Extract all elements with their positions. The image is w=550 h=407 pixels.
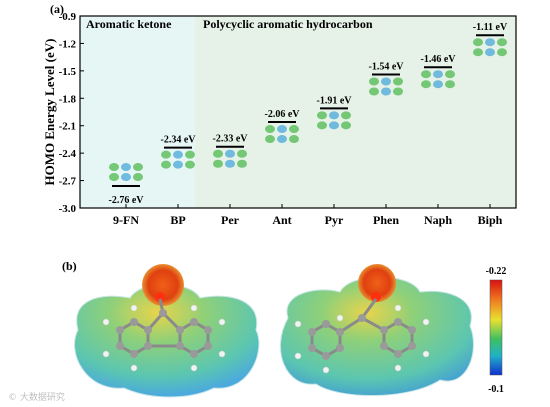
y-tick-label: -2.7 xyxy=(59,176,77,188)
panel-b: (b) xyxy=(8,259,506,403)
homo-orbital xyxy=(161,150,195,169)
y-tick-label: -1.2 xyxy=(59,38,77,50)
energy-level-Biph: -1.11 eV xyxy=(473,22,508,57)
oxygen-esp-region-2 xyxy=(358,264,396,302)
homo-orbital xyxy=(317,111,351,130)
x-tick-label: Ant xyxy=(272,213,291,227)
energy-level-Per: -2.33 eV xyxy=(213,134,249,168)
region-label-pah: Polycyclic aromatic hydrocarbon xyxy=(203,17,373,31)
watermark: © 大数据研究 xyxy=(8,391,65,403)
energy-level-BP: -2.34 eV xyxy=(161,135,197,169)
x-tick-label: BP xyxy=(170,213,185,227)
x-tick-label: 9-FN xyxy=(113,213,139,227)
energy-label: -2.06 eV xyxy=(265,109,301,120)
homo-orbital xyxy=(369,77,403,96)
y-tick-label: -3.0 xyxy=(59,203,77,215)
esp-map-fluorenone xyxy=(74,264,260,398)
pah-region xyxy=(195,16,516,208)
y-tick-label: -2.1 xyxy=(59,121,76,133)
energy-label: -1.54 eV xyxy=(369,62,405,73)
energy-label: -1.11 eV xyxy=(473,22,508,33)
homo-orbital xyxy=(109,163,143,182)
panel-b-label: (b) xyxy=(62,259,77,273)
energy-label: -2.76 eV xyxy=(109,195,145,206)
x-tick-label: Phen xyxy=(373,213,399,227)
x-tick-label: Pyr xyxy=(325,213,344,227)
y-tick-label: -0.9 xyxy=(59,11,77,23)
energy-label: -1.91 eV xyxy=(317,95,353,106)
energy-level-Naph: -1.46 eV xyxy=(421,54,457,89)
colorbar-max-label: -0.22 xyxy=(486,266,507,277)
y-tick-label: -2.4 xyxy=(59,148,77,160)
colorbar: -0.22 -0.1 xyxy=(486,266,507,395)
energy-label: -2.34 eV xyxy=(161,135,197,146)
x-axis: 9-FN BP Per Ant Pyr Phen Naph Biph xyxy=(113,204,503,227)
colorbar-min-label: -0.1 xyxy=(488,384,504,395)
y-axis-label: HOMO Energy Level (eV) xyxy=(42,39,57,186)
x-tick-label: Naph xyxy=(424,213,452,227)
x-tick-label: Per xyxy=(221,213,240,227)
energy-level-9-FN: -2.76 eV xyxy=(109,163,145,206)
homo-orbital xyxy=(473,38,507,57)
region-label-ketone: Aromatic ketone xyxy=(86,17,172,31)
y-tick-label: -1.8 xyxy=(59,93,77,105)
energy-levels: -2.76 eV -2.34 eV -2.33 eV -2.06 eV -1.91 eV… xyxy=(109,22,508,206)
esp-map-benzophenone xyxy=(279,264,474,396)
x-tick-label: Biph xyxy=(478,213,503,227)
y-tick-label: -1.5 xyxy=(59,66,77,78)
y-axis: -0.9 -1.2 -1.5 -1.8 -2.1 -2.4 -2.7 -3.0 xyxy=(59,11,84,215)
homo-orbital xyxy=(265,125,299,144)
panel-a: (a) Aromatic ketone Polycyclic aromatic … xyxy=(42,2,517,227)
energy-level-Pyr: -1.91 eV xyxy=(317,95,353,130)
energy-label: -1.46 eV xyxy=(421,54,457,65)
energy-label: -2.33 eV xyxy=(213,134,249,145)
plot-frame xyxy=(79,15,517,209)
energy-level-Ant: -2.06 eV xyxy=(265,109,301,144)
panel-a-label: (a) xyxy=(50,2,64,16)
oxygen-esp-region xyxy=(142,264,184,306)
energy-level-Phen: -1.54 eV xyxy=(369,62,405,96)
homo-orbital xyxy=(213,149,247,168)
homo-orbital xyxy=(421,70,455,89)
